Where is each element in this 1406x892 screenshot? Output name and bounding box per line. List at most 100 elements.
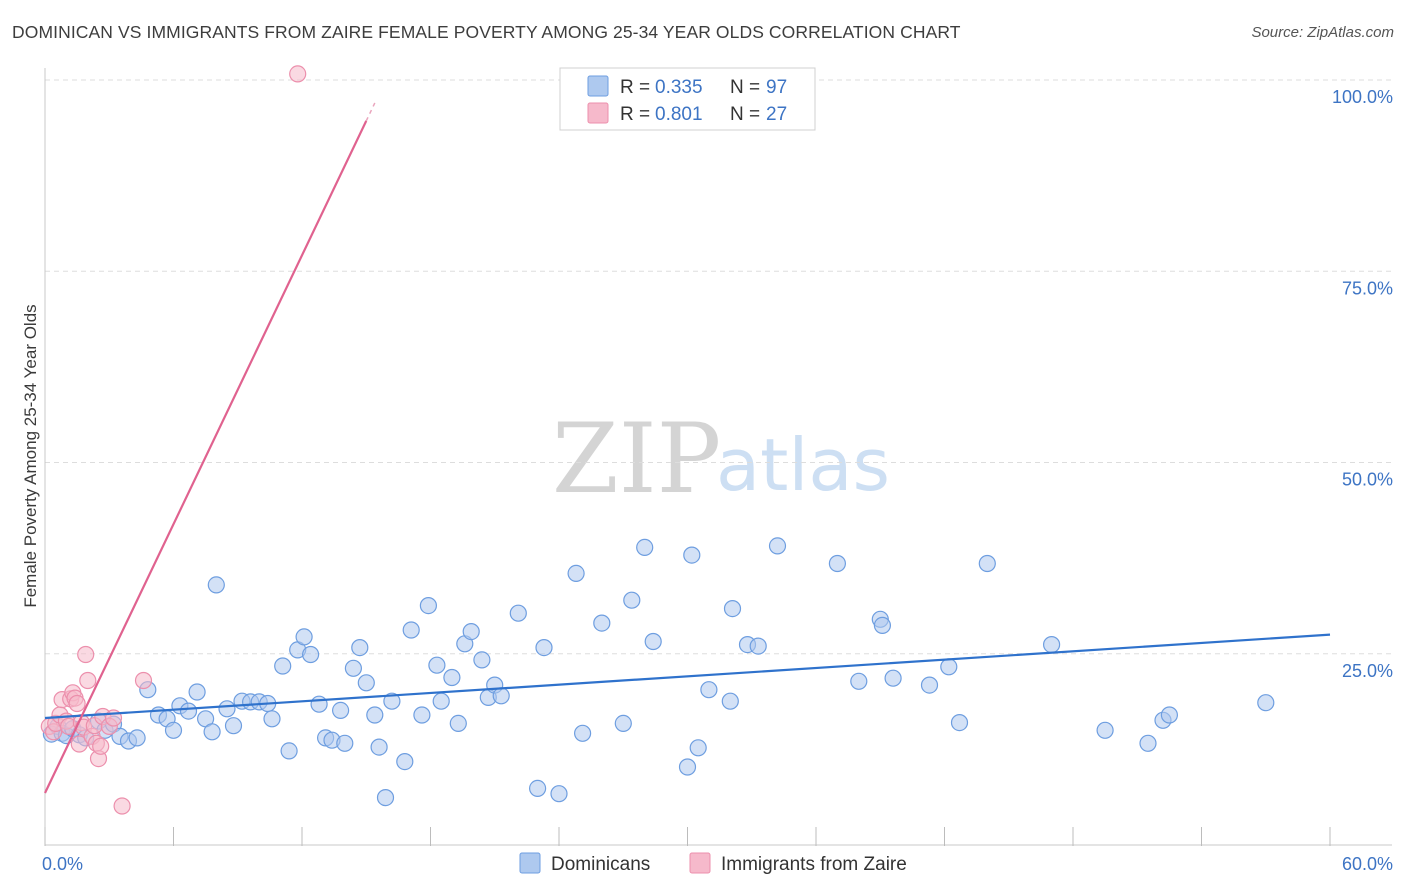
dominican-point xyxy=(207,576,225,594)
dominican-point xyxy=(1096,721,1114,739)
dominican-point xyxy=(920,676,939,694)
zaire-point xyxy=(68,694,86,713)
trend-line-dominicans xyxy=(44,633,1331,720)
dominican-point xyxy=(396,752,414,771)
dominican-point xyxy=(1160,706,1179,724)
dominican-point xyxy=(623,591,641,609)
dominican-point xyxy=(978,554,996,573)
legend-r-label-1: R = xyxy=(620,77,650,98)
dominican-point xyxy=(873,616,892,635)
series-label-zaire: Immigrants from Zaire xyxy=(721,854,907,875)
y-tick-label-75: 75.0% xyxy=(1342,278,1393,298)
dominican-point xyxy=(535,638,553,657)
dominican-point xyxy=(203,723,221,741)
dominican-point xyxy=(550,785,568,803)
legend-n-label-2: N = xyxy=(730,104,760,125)
dominican-point xyxy=(413,706,431,724)
dominican-point xyxy=(179,702,198,720)
y-tick-label-25: 25.0% xyxy=(1342,661,1393,681)
source-label: Source: ZipAtlas.com xyxy=(1251,24,1394,41)
dominican-point xyxy=(357,674,375,692)
dominican-point xyxy=(700,681,718,699)
legend-n-value-2: 27 xyxy=(766,104,787,125)
trend-line-zaire xyxy=(44,120,368,794)
watermark: ZIP atlas xyxy=(552,403,890,515)
dominican-point xyxy=(573,724,592,742)
dominican-point xyxy=(509,604,527,622)
trend-lines xyxy=(44,102,1331,794)
dominican-point xyxy=(449,714,467,733)
series-dominicans xyxy=(42,537,1275,807)
dominican-point xyxy=(721,692,739,710)
dominican-point xyxy=(280,742,298,760)
dominican-point xyxy=(689,739,707,757)
series-legend: Dominicans Immigrants from Zaire xyxy=(519,852,907,875)
x-tick-label-min: 0.0% xyxy=(42,854,83,874)
dominican-point xyxy=(428,656,446,674)
dominican-point xyxy=(828,554,847,573)
legend-r-value-2: 0.801 xyxy=(655,104,703,125)
dominican-point xyxy=(224,717,243,735)
zaire-point xyxy=(77,645,95,664)
series-zaire xyxy=(40,65,307,815)
dominican-point xyxy=(884,669,902,687)
legend-n-value-1: 97 xyxy=(766,77,787,98)
data-points xyxy=(40,65,1275,815)
dominican-point xyxy=(274,657,292,675)
dominican-point xyxy=(218,700,236,718)
dominican-point xyxy=(443,668,461,687)
dominican-point xyxy=(351,638,369,657)
dominican-point xyxy=(723,599,742,618)
dominican-point xyxy=(1042,635,1061,654)
x-tick-label-max: 60.0% xyxy=(1342,854,1393,874)
dominican-point xyxy=(366,706,384,724)
zaire-point xyxy=(113,797,131,815)
dominican-point xyxy=(310,695,328,713)
dominican-point xyxy=(768,537,787,555)
series-label-dominicans: Dominicans xyxy=(551,854,650,875)
dominican-point xyxy=(749,637,767,655)
dominican-point xyxy=(1257,694,1275,712)
dominican-point xyxy=(462,622,480,641)
dominican-point xyxy=(473,651,491,669)
zaire-point xyxy=(70,735,88,753)
dominican-point xyxy=(644,632,662,651)
dominican-point xyxy=(567,564,585,583)
dominican-point xyxy=(402,621,420,639)
dominican-point xyxy=(336,734,354,752)
dominican-point xyxy=(188,683,206,701)
legend-swatch-dominicans xyxy=(587,75,609,97)
tick-labels: 25.0% 50.0% 75.0% 100.0% 0.0% 60.0% xyxy=(42,87,1393,874)
dominican-point xyxy=(593,614,611,632)
dominican-point xyxy=(432,692,450,710)
dominican-point xyxy=(614,714,632,733)
dominican-point xyxy=(344,659,362,677)
dominican-point xyxy=(492,687,510,705)
dominican-point xyxy=(295,628,313,646)
dominican-point xyxy=(1139,734,1157,752)
dominican-point xyxy=(383,692,401,710)
zaire-point xyxy=(289,65,307,83)
gridlines xyxy=(45,79,1392,655)
dominican-point xyxy=(302,645,320,664)
dominican-point xyxy=(950,713,969,732)
watermark-atlas: atlas xyxy=(716,423,890,507)
zaire-point xyxy=(79,671,97,690)
y-tick-label-100: 100.0% xyxy=(1332,87,1393,107)
chart-title: DOMINICAN VS IMMIGRANTS FROM ZAIRE FEMAL… xyxy=(12,22,961,42)
axes xyxy=(44,68,1392,846)
dominican-point xyxy=(332,701,350,720)
dominican-point xyxy=(940,658,958,676)
zaire-point xyxy=(92,737,110,755)
legend-swatch-zaire xyxy=(587,102,609,124)
series-swatch-dominicans xyxy=(519,852,541,874)
dominican-point xyxy=(683,546,701,564)
dominican-point xyxy=(128,729,146,747)
y-axis-title: Female Poverty Among 25-34 Year Olds xyxy=(21,304,40,607)
watermark-zip: ZIP xyxy=(552,403,721,515)
series-swatch-zaire xyxy=(689,852,711,874)
dominican-point xyxy=(370,738,388,756)
dominican-point xyxy=(850,672,868,690)
dominican-point xyxy=(263,710,281,728)
